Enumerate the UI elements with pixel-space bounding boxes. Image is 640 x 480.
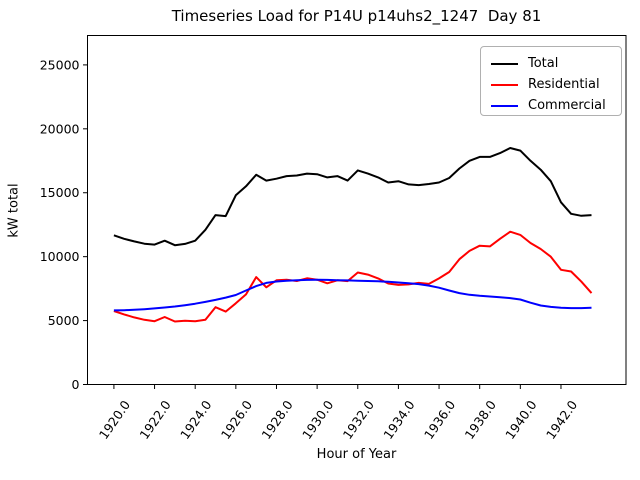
- chart-title: Timeseries Load for P14U p14uhs2_1247 Da…: [171, 7, 542, 25]
- x-tick-label: 1942.0: [543, 397, 580, 441]
- legend-entry-total: Total: [491, 53, 613, 74]
- series-line-total: [113, 147, 592, 247]
- legend-label-residential: Residential: [528, 77, 600, 92]
- series-line-residential: [113, 230, 593, 323]
- x-tick-label: 1938.0: [462, 397, 499, 441]
- x-tick-label: 1940.0: [502, 397, 539, 441]
- legend-entry-residential: Residential: [491, 74, 613, 95]
- y-tick-label: 20000: [40, 121, 80, 136]
- y-axis-label: kW total: [6, 183, 22, 238]
- x-axis-label: Hour of Year: [316, 447, 397, 462]
- x-tick-label: 1928.0: [258, 397, 295, 441]
- y-tick-label: 0: [72, 377, 80, 392]
- series-line-commercial: [113, 278, 592, 312]
- legend-line-commercial-icon: [491, 104, 518, 107]
- legend-label-commercial: Commercial: [528, 98, 606, 113]
- x-tick-label: 1920.0: [96, 397, 133, 441]
- legend: Total Residential Commercial: [480, 46, 622, 116]
- x-tick-label: 1926.0: [218, 397, 255, 441]
- legend-line-total-icon: [491, 62, 518, 65]
- legend-entry-commercial: Commercial: [491, 95, 613, 116]
- x-tick-label: 1934.0: [380, 397, 417, 441]
- y-tick-label: 10000: [40, 249, 80, 264]
- x-tick-label: 1924.0: [177, 397, 214, 441]
- x-tick-label: 1930.0: [299, 397, 336, 441]
- x-tick-label: 1922.0: [136, 397, 173, 441]
- legend-label-total: Total: [528, 56, 559, 71]
- y-tick-label: 5000: [48, 313, 80, 328]
- x-tick-label: 1936.0: [421, 397, 458, 441]
- x-tick-label: 1932.0: [340, 397, 377, 441]
- y-tick-label: 15000: [40, 185, 80, 200]
- y-tick-label: 25000: [40, 57, 80, 72]
- legend-line-residential-icon: [491, 83, 518, 86]
